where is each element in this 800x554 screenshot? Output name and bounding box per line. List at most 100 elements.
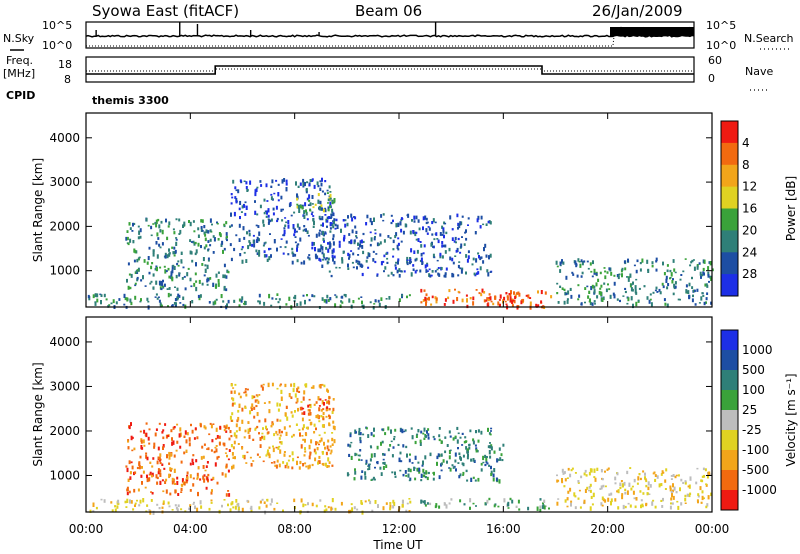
echo-cell [327,202,329,204]
echo-cell [624,505,627,509]
echo-cell [309,412,312,416]
echo-cell [296,397,299,403]
echo-cell [146,456,149,461]
echo-cell [230,502,233,506]
echo-cell [705,483,708,487]
echo-cell [158,280,161,285]
echo-cell [487,298,490,302]
echo-cell [182,224,184,228]
echo-cell [705,505,708,509]
echo-cell [333,220,335,225]
echo-cell [243,436,246,439]
echo-cell [356,262,359,265]
echo-cell [479,256,482,261]
echo-cell [406,262,409,266]
echo-cell [179,302,182,304]
echo-cell [401,428,404,434]
echo-cell [692,294,694,298]
echo-cell [708,280,710,283]
echo-cell [649,298,652,301]
echo-cell [305,191,308,194]
echo-cell [669,485,672,489]
echo-cell [136,278,139,282]
echo-cell [225,430,228,433]
echo-cell [462,471,465,475]
echo-cell [177,493,180,496]
echo-cell [303,454,306,457]
echo-cell [267,452,270,456]
echo-cell [209,422,212,425]
echo-cell [287,465,290,469]
echo-cell [348,298,351,303]
echo-cell [359,240,362,243]
echo-cell [405,445,408,449]
echo-cell [420,473,423,478]
echo-cell [296,203,299,206]
echo-cell [684,497,687,502]
echo-cell [146,474,148,479]
echo-cell [145,454,148,459]
echo-cell [172,426,175,430]
echo-cell [592,492,595,498]
echo-cell [629,273,632,278]
echo-cell [223,274,226,279]
echo-cell [453,240,456,243]
echo-cell [276,293,279,296]
echo-cell [175,302,177,307]
y-axis-label: Slant Range [km] [31,158,45,262]
echo-cell [285,431,288,436]
echo-cell [670,478,673,480]
echo-cell [266,453,269,455]
echo-cell [594,303,596,305]
echo-cell [235,423,238,428]
echo-cell [357,247,360,250]
echo-cell [360,239,363,244]
echo-cell [410,427,413,430]
echo-cell [317,415,320,420]
echo-cell [680,478,683,482]
echo-cell [272,422,274,426]
echo-cell [261,435,264,439]
echo-cell [283,451,286,453]
echo-cell [202,455,205,459]
echo-cell [158,422,161,425]
echo-cell [190,423,192,427]
echo-cell [311,502,314,507]
echo-cell [426,430,428,434]
echo-cell [247,421,250,424]
echo-cell [268,401,271,404]
echo-cell [382,453,384,456]
echo-cell [178,272,181,277]
echo-cell [385,502,388,505]
echo-cell [700,296,703,301]
echo-cell [307,256,310,259]
echo-cell [423,289,426,292]
echo-cell [239,253,242,257]
echo-cell [468,444,471,446]
echo-cell [252,239,255,244]
echo-cell [563,288,566,291]
echo-cell [463,440,466,444]
echo-cell [161,463,164,466]
noise-search-block [610,27,694,36]
echo-cell [700,275,702,279]
echo-cell [94,301,97,306]
echo-cell [393,436,396,438]
echo-cell [465,271,467,275]
echo-cell [158,224,161,229]
echo-cell [156,254,159,259]
echo-cell [647,486,650,491]
echo-cell [286,462,289,466]
echo-cell [305,465,308,468]
echo-cell [175,218,178,221]
echo-cell [299,432,301,437]
echo-cell [465,229,467,233]
echo-cell [241,246,244,249]
echo-cell [293,300,296,302]
echo-cell [357,297,360,300]
echo-cell [180,261,183,264]
echo-cell [297,243,300,246]
echo-cell [293,382,296,388]
colorbar-cell [721,186,738,209]
echo-cell [174,298,177,302]
